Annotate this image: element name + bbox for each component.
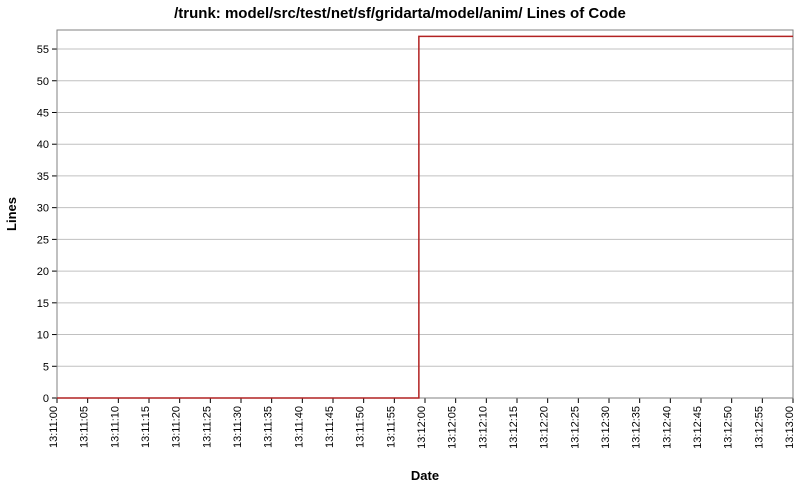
x-tick-label: 13:11:50 xyxy=(355,406,367,448)
y-tick-label: 40 xyxy=(37,139,49,151)
y-tick-label: 25 xyxy=(37,234,49,246)
x-tick-label: 13:11:15 xyxy=(140,406,152,448)
x-tick-label: 13:11:05 xyxy=(79,406,91,448)
x-tick-label: 13:11:30 xyxy=(232,406,244,448)
x-tick-label: 13:12:15 xyxy=(508,406,520,449)
x-tick-label: 13:11:00 xyxy=(48,406,60,448)
x-tick-label: 13:12:00 xyxy=(416,406,428,449)
x-tick-label: 13:11:10 xyxy=(109,406,121,448)
x-tick-label: 13:11:25 xyxy=(201,406,213,448)
x-tick-label: 13:11:45 xyxy=(324,406,336,448)
x-tick-label: 13:11:55 xyxy=(385,406,397,448)
x-tick-label: 13:12:30 xyxy=(600,406,612,449)
x-tick-label: 13:12:35 xyxy=(631,406,643,449)
x-tick-label: 13:12:20 xyxy=(539,406,551,449)
y-tick-label: 55 xyxy=(37,44,49,56)
y-tick-label: 35 xyxy=(37,171,49,183)
loc-step-chart: /trunk: model/src/test/net/sf/gridarta/m… xyxy=(0,0,800,500)
y-tick-label: 50 xyxy=(37,76,49,88)
x-tick-label: 13:13:00 xyxy=(784,406,796,449)
y-tick-label: 5 xyxy=(43,361,49,373)
x-tick-label: 13:11:20 xyxy=(171,406,183,448)
chart-title: /trunk: model/src/test/net/sf/gridarta/m… xyxy=(174,5,626,22)
y-tick-label: 0 xyxy=(43,393,49,405)
y-tick-label: 30 xyxy=(37,203,49,215)
x-tick-label: 13:12:05 xyxy=(447,406,459,449)
x-tick-label: 13:12:55 xyxy=(753,406,765,449)
x-tick-label: 13:12:50 xyxy=(723,406,735,449)
x-tick-label: 13:12:40 xyxy=(661,406,673,449)
x-tick-label: 13:11:40 xyxy=(293,406,305,448)
y-tick-label: 10 xyxy=(37,330,49,342)
y-tick-label: 15 xyxy=(37,298,49,310)
y-axis-label: Lines xyxy=(4,197,19,231)
x-tick-label: 13:12:25 xyxy=(569,406,581,449)
x-axis-label: Date xyxy=(411,468,439,483)
chart-svg: /trunk: model/src/test/net/sf/gridarta/m… xyxy=(0,0,800,500)
y-tick-label: 45 xyxy=(37,107,49,119)
y-tick-label: 20 xyxy=(37,266,49,278)
x-tick-label: 13:12:45 xyxy=(692,406,704,449)
x-tick-label: 13:11:35 xyxy=(263,406,275,448)
x-tick-label: 13:12:10 xyxy=(477,406,489,449)
